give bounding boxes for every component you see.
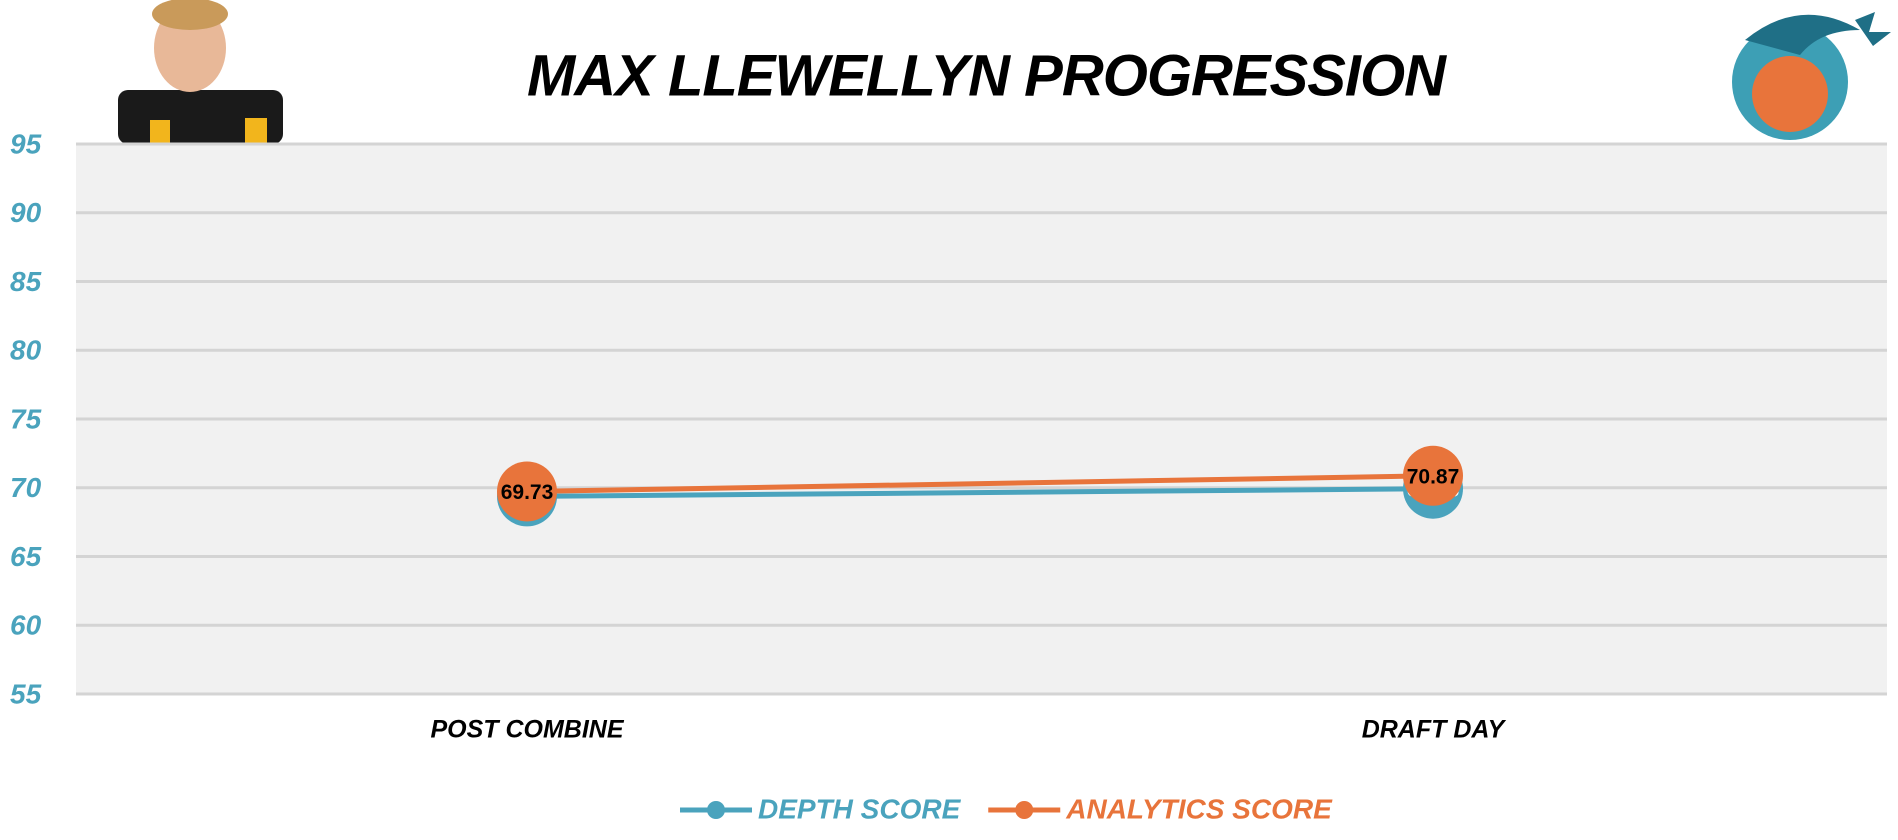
data-point <box>497 461 557 522</box>
legend-marker <box>707 801 725 819</box>
player-photo <box>118 0 283 144</box>
y-tick-label: 80 <box>10 335 42 366</box>
data-label: 70.87 <box>1407 465 1460 488</box>
legend-marker <box>1015 801 1034 819</box>
y-tick-label: 90 <box>10 197 42 228</box>
series-line <box>526 486 1434 499</box>
legend-label: DEPTH SCORE <box>758 793 962 824</box>
legend-label: ANALYTICS SCORE <box>1065 793 1333 824</box>
y-tick-label: 60 <box>10 610 42 641</box>
y-tick-label: 75 <box>10 403 42 434</box>
y-tick-label: 65 <box>10 541 42 572</box>
team-logo <box>1732 12 1891 140</box>
chart-title: MAX LLEWELLYN PROGRESSION <box>527 43 1447 108</box>
x-tick-label: POST COMBINE <box>430 716 624 744</box>
data-label: 69.73 <box>501 481 554 504</box>
y-tick-label: 85 <box>10 266 42 297</box>
y-tick-label: 95 <box>10 128 42 159</box>
y-tick-label: 55 <box>10 678 42 709</box>
x-tick-label: DRAFT DAY <box>1362 716 1507 744</box>
series-line <box>526 473 1434 494</box>
data-point <box>1403 445 1463 506</box>
y-tick-label: 70 <box>10 472 42 503</box>
